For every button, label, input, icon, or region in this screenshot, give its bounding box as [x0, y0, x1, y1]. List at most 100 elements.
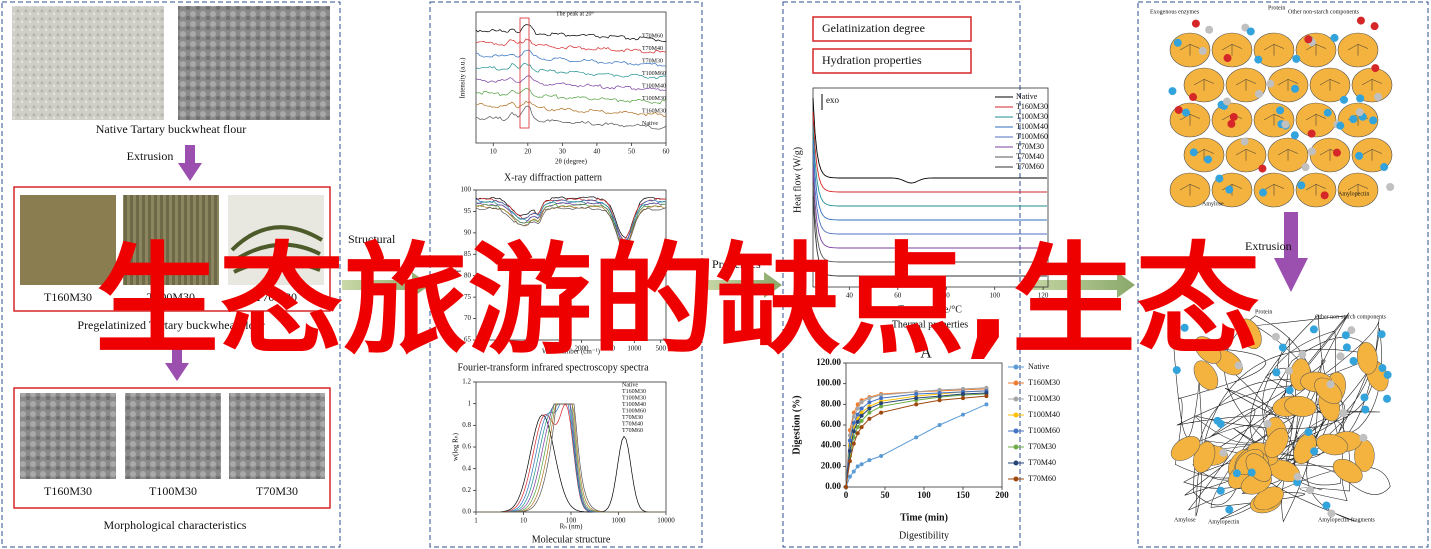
enzyme — [1227, 119, 1236, 128]
data-point — [879, 454, 884, 458]
legend-label: Native — [642, 121, 658, 127]
granule-detail — [1263, 44, 1285, 56]
legend-label: T70M30 — [1028, 442, 1056, 451]
protein-dot — [1180, 323, 1189, 332]
legend-marker — [1013, 476, 1019, 482]
arrow-label: Structural — [348, 232, 396, 246]
data-point — [961, 412, 965, 417]
y-tick-label: 85 — [464, 250, 472, 258]
gelatinized-granule — [1332, 458, 1363, 484]
x-axis-label: Time (min) — [900, 512, 948, 523]
photo — [178, 6, 330, 120]
protein-dot — [1254, 89, 1263, 98]
legend-label: Native — [1028, 362, 1050, 371]
data-point — [914, 435, 919, 440]
x-tick-label: 2000 — [575, 345, 590, 353]
legend-label: T100M40 — [1016, 122, 1048, 131]
x-tick-label: 1 — [474, 517, 478, 525]
sample-label: T100M30 — [147, 290, 195, 304]
curve — [476, 206, 667, 251]
legend-label: T70M60 — [1016, 162, 1044, 171]
legend-label: Native — [1016, 92, 1038, 101]
y-tick-label: 40.00 — [821, 440, 842, 450]
protein-dot — [1225, 505, 1234, 514]
protein-dot — [1323, 108, 1332, 117]
protein-dot — [1266, 79, 1275, 88]
protein-dot — [1204, 155, 1213, 164]
legend-label: T100M30 — [1016, 112, 1048, 121]
legend-marker — [1013, 380, 1019, 386]
diagram-label: Amylose — [1202, 201, 1224, 207]
series-line — [845, 395, 987, 488]
data-point — [851, 420, 856, 425]
panel-frame — [782, 1, 1021, 548]
x-tick-label: 10000 — [657, 517, 675, 525]
y-axis-label: Intensity (a.u.) — [459, 57, 467, 99]
y-tick-label: 0.00 — [825, 481, 841, 491]
caption: Extrusion — [1245, 239, 1292, 253]
x-tick-label: 50 — [881, 490, 891, 500]
sample-label: T70M30 — [255, 290, 297, 304]
protein-dot — [1259, 188, 1268, 197]
protein-dot — [1290, 131, 1299, 140]
protein-dot — [1290, 84, 1299, 93]
data-point — [984, 394, 989, 399]
annotation: The peak at 20° — [556, 10, 594, 17]
y-axis-label: T (%) — [455, 256, 463, 273]
protein-dot — [1216, 486, 1225, 495]
legend-label: T70M60 — [1028, 474, 1056, 483]
legend-label: T160M30 — [1016, 102, 1048, 111]
diagram-label: Other non-starch components — [1315, 314, 1387, 320]
data-point — [855, 419, 860, 424]
photo — [125, 393, 221, 479]
x-tick-label: 100 — [917, 490, 931, 500]
diagram-label: Exogenous enzymes — [1150, 9, 1200, 15]
legend-label: T100M60 — [642, 71, 666, 77]
plot-frame — [845, 362, 1003, 488]
overlay-text: 生态旅游的缺点,生态 — [95, 232, 1260, 371]
protein-dot — [1213, 416, 1222, 425]
legend-label: T100M40 — [622, 402, 646, 408]
diagram-label: Amylopectin — [1338, 191, 1369, 197]
y-tick-label: 1.2 — [462, 378, 471, 386]
y-tick-label: 100 — [461, 186, 472, 194]
y-axis-label: Digestion (%) — [791, 395, 802, 454]
diagram-label: Amylopectin — [1208, 519, 1239, 525]
x-tick-label: 80 — [943, 292, 951, 300]
series-line — [845, 392, 987, 488]
photo-detail — [230, 225, 324, 274]
legend-label: Native — [622, 382, 638, 388]
y-tick-label: 0.4 — [462, 464, 471, 472]
gelatinized-granule — [1316, 433, 1349, 456]
y-tick-label: 80 — [464, 271, 472, 279]
protein-dot — [1293, 472, 1302, 481]
x-axis-label: Wavenumber (cm⁻¹) — [542, 348, 601, 356]
protein-dot — [1327, 509, 1336, 518]
protein-dot — [1380, 163, 1389, 172]
photo — [20, 393, 116, 479]
granule-detail — [1305, 114, 1327, 126]
data-point — [937, 394, 942, 399]
gelatinized-granule — [1314, 377, 1343, 404]
data-point — [914, 402, 919, 407]
gelatinized-granule — [1264, 427, 1289, 458]
granule-detail — [1361, 79, 1383, 91]
legend-label: T70M60 — [622, 428, 643, 434]
flow-arrow — [1022, 272, 1135, 298]
granule-detail — [1235, 79, 1257, 91]
granule-detail — [1277, 79, 1299, 91]
photo — [123, 195, 219, 285]
protein-dot — [1342, 343, 1351, 352]
protein-dot — [1359, 433, 1368, 442]
y-tick-label: 70 — [464, 314, 472, 322]
arrow-label: Properties — [712, 257, 761, 271]
protein-dot — [1383, 394, 1392, 403]
annotation: exo — [826, 95, 839, 105]
y-axis-label: Heat flow (W/g) — [792, 147, 803, 213]
protein-dot — [1339, 409, 1348, 418]
enzyme — [1174, 105, 1183, 114]
granule-detail — [1179, 44, 1201, 56]
protein-dot — [1284, 366, 1293, 375]
